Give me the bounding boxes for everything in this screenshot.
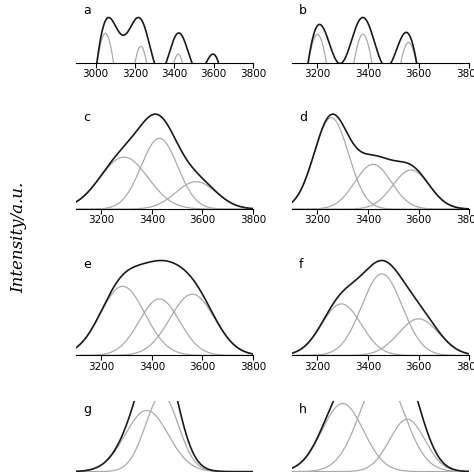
Text: g: g: [83, 403, 91, 416]
Text: h: h: [299, 403, 307, 416]
Text: f: f: [299, 258, 304, 271]
Text: b: b: [299, 4, 307, 17]
Text: e: e: [83, 258, 91, 271]
Text: a: a: [83, 4, 91, 17]
Text: Intensity/a.u.: Intensity/a.u.: [10, 182, 27, 292]
Text: d: d: [299, 111, 307, 125]
Text: c: c: [83, 111, 90, 125]
